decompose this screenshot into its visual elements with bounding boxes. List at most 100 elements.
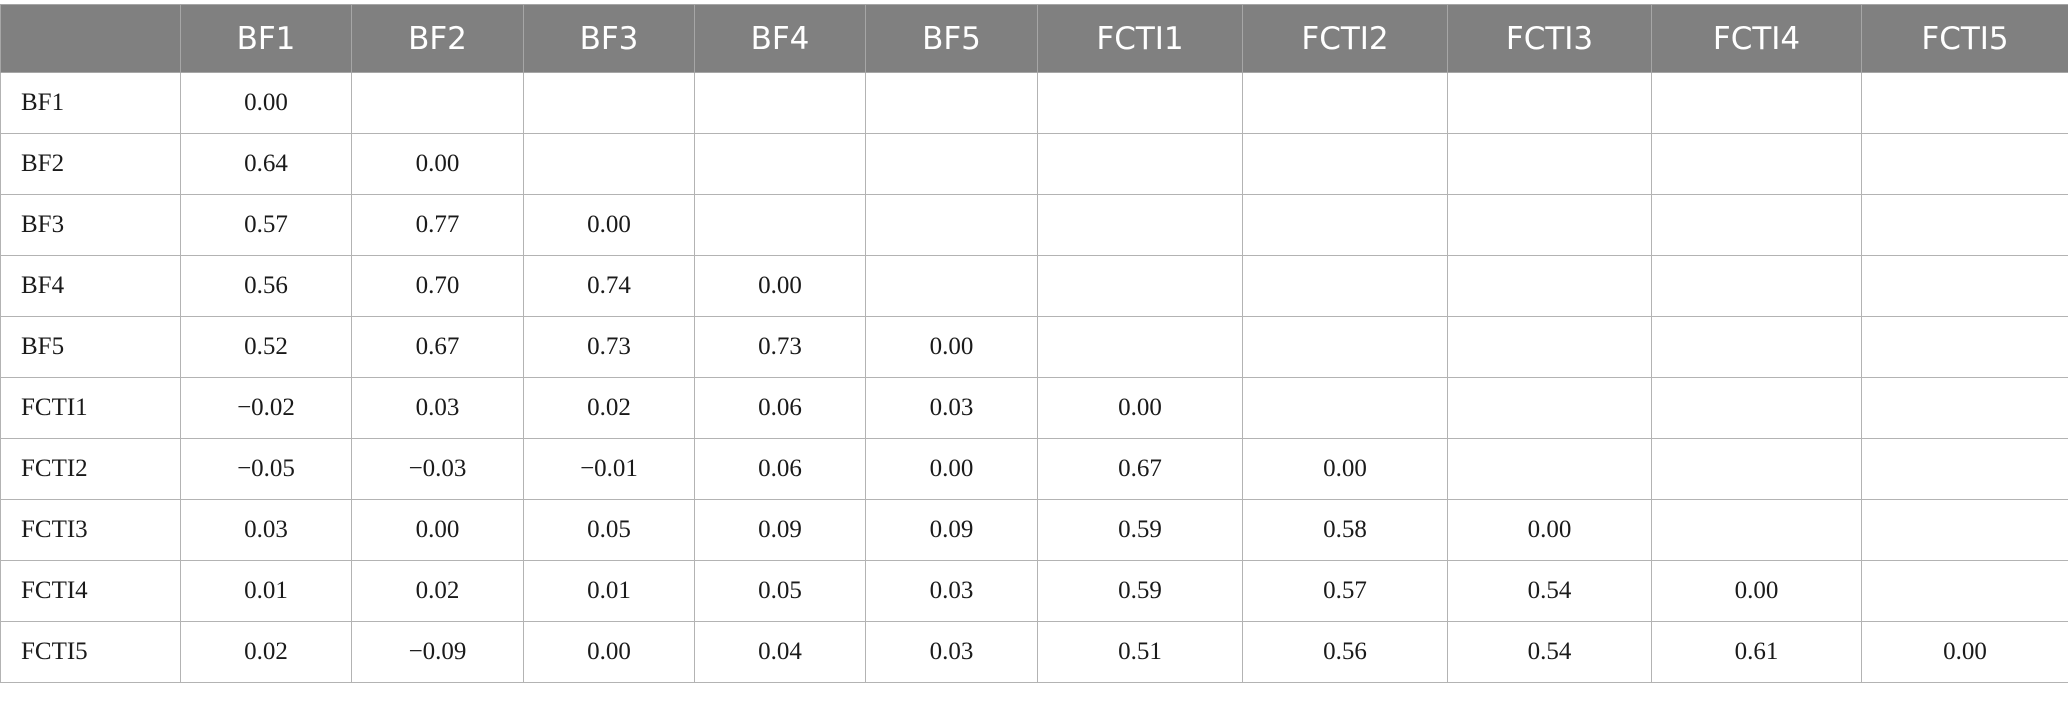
table-cell: 0.59 <box>1037 560 1243 622</box>
column-header-bf3: BF3 <box>523 4 695 73</box>
table-cell <box>1242 194 1448 256</box>
row-label-bf5: BF5 <box>0 316 181 378</box>
column-header-bf1: BF1 <box>180 4 352 73</box>
table-cell <box>1861 194 2068 256</box>
table-cell: 0.58 <box>1242 499 1448 561</box>
table-cell: 0.67 <box>351 316 524 378</box>
table-cell <box>1037 194 1243 256</box>
table-cell <box>1651 194 1862 256</box>
table-cell <box>1861 255 2068 317</box>
table-cell: 0.00 <box>351 499 524 561</box>
table-cell <box>1651 499 1862 561</box>
table-cell <box>1242 255 1448 317</box>
header-corner-cell <box>0 4 181 73</box>
row-label-bf2: BF2 <box>0 133 181 195</box>
table-cell: 0.00 <box>523 194 695 256</box>
table-cell <box>1242 72 1448 134</box>
table-cell <box>865 194 1038 256</box>
table-cell <box>523 72 695 134</box>
table-cell: 0.54 <box>1447 560 1652 622</box>
table-cell <box>1651 72 1862 134</box>
table-cell <box>1447 316 1652 378</box>
table-cell: 0.00 <box>865 316 1038 378</box>
table-cell <box>1861 499 2068 561</box>
table-cell: 0.05 <box>694 560 866 622</box>
table-cell <box>1037 133 1243 195</box>
table-cell <box>1651 255 1862 317</box>
row-label-fcti4: FCTI4 <box>0 560 181 622</box>
table-cell <box>1447 438 1652 500</box>
table-cell: 0.03 <box>180 499 352 561</box>
table-cell: 0.56 <box>1242 621 1448 683</box>
row-label-bf4: BF4 <box>0 255 181 317</box>
table-cell: −0.01 <box>523 438 695 500</box>
column-header-bf5: BF5 <box>865 4 1038 73</box>
table-cell <box>694 72 866 134</box>
table-cell: 0.57 <box>180 194 352 256</box>
table-cell: 0.00 <box>523 621 695 683</box>
table-cell: 0.09 <box>694 499 866 561</box>
table-cell <box>1861 560 2068 622</box>
table-row: FCTI2 −0.05 −0.03 −0.01 0.06 0.00 0.67 0.00 <box>0 438 2068 500</box>
table-cell: 0.73 <box>523 316 695 378</box>
table-cell: 0.01 <box>523 560 695 622</box>
table-cell <box>1447 377 1652 439</box>
table-cell: 0.67 <box>1037 438 1243 500</box>
table-cell: 0.06 <box>694 377 866 439</box>
table-cell <box>1037 72 1243 134</box>
table-cell <box>523 133 695 195</box>
correlation-table-container: BF1 BF2 BF3 BF4 BF5 FCTI1 FCTI2 FCTI3 FCTI4 FCTI5… <box>0 4 2068 683</box>
table-cell <box>1651 316 1862 378</box>
column-header-bf2: BF2 <box>351 4 524 73</box>
table-cell <box>1447 255 1652 317</box>
header-row: BF1 BF2 BF3 BF4 BF5 FCTI1 FCTI2 FCTI3 FCTI4 FCTI5 <box>0 4 2068 73</box>
table-cell <box>865 133 1038 195</box>
table-cell: 0.05 <box>523 499 695 561</box>
table-row: FCTI1 −0.02 0.03 0.02 0.06 0.03 0.00 <box>0 377 2068 439</box>
table-cell: 0.02 <box>180 621 352 683</box>
table-cell: −0.02 <box>180 377 352 439</box>
table-cell <box>1447 72 1652 134</box>
table-cell: −0.05 <box>180 438 352 500</box>
table-cell <box>1447 133 1652 195</box>
column-header-bf4: BF4 <box>694 4 866 73</box>
table-cell <box>1861 438 2068 500</box>
table-cell: 0.03 <box>865 621 1038 683</box>
row-label-fcti2: FCTI2 <box>0 438 181 500</box>
table-cell <box>1861 133 2068 195</box>
table-cell <box>694 133 866 195</box>
table-cell: 0.56 <box>180 255 352 317</box>
table-cell: 0.61 <box>1651 621 1862 683</box>
table-cell <box>1651 377 1862 439</box>
table-cell: 0.00 <box>694 255 866 317</box>
table-cell: 0.00 <box>180 72 352 134</box>
table-cell: 0.59 <box>1037 499 1243 561</box>
table-cell: 0.03 <box>865 560 1038 622</box>
table-cell: −0.09 <box>351 621 524 683</box>
table-cell <box>1651 438 1862 500</box>
table-cell: 0.04 <box>694 621 866 683</box>
table-cell <box>694 194 866 256</box>
table-row: FCTI4 0.01 0.02 0.01 0.05 0.03 0.59 0.57 0.54 0.0… <box>0 560 2068 622</box>
table-cell: 0.01 <box>180 560 352 622</box>
table-cell: 0.00 <box>1037 377 1243 439</box>
table-cell: 0.00 <box>865 438 1038 500</box>
table-cell: 0.64 <box>180 133 352 195</box>
row-label-fcti1: FCTI1 <box>0 377 181 439</box>
correlation-table: BF1 BF2 BF3 BF4 BF5 FCTI1 FCTI2 FCTI3 FCTI4 FCTI5… <box>0 4 2068 683</box>
table-cell: 0.73 <box>694 316 866 378</box>
table-cell <box>1242 377 1448 439</box>
table-cell: 0.57 <box>1242 560 1448 622</box>
row-label-fcti5: FCTI5 <box>0 621 181 683</box>
table-row: FCTI3 0.03 0.00 0.05 0.09 0.09 0.59 0.58 0.00 <box>0 499 2068 561</box>
table-cell <box>1861 316 2068 378</box>
table-cell <box>1242 316 1448 378</box>
table-cell <box>1242 133 1448 195</box>
table-cell: 0.00 <box>351 133 524 195</box>
table-cell: 0.00 <box>1242 438 1448 500</box>
table-cell <box>1651 133 1862 195</box>
table-cell <box>1037 316 1243 378</box>
table-cell <box>865 72 1038 134</box>
table-cell: 0.03 <box>865 377 1038 439</box>
table-cell: 0.06 <box>694 438 866 500</box>
